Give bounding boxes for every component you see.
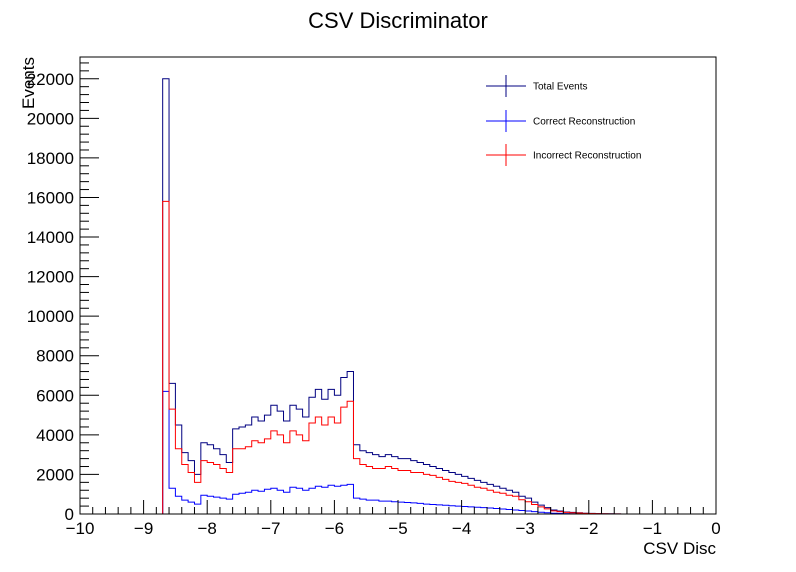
chart-title: CSV Discriminator	[308, 8, 488, 33]
y-tick-label: 18000	[27, 149, 74, 168]
x-tick-label: 0	[711, 519, 720, 538]
y-tick-label: 6000	[36, 386, 74, 405]
y-tick-label: 2000	[36, 465, 74, 484]
y-tick-label: 22000	[27, 70, 74, 89]
x-tick-label: −10	[66, 519, 95, 538]
series-incorrect-reconstruction-histogram	[80, 200, 716, 515]
x-tick-label: −6	[325, 519, 344, 538]
legend-label: Total Events	[533, 82, 587, 93]
y-tick-label: 10000	[27, 307, 74, 326]
x-axis-title: CSV Disc	[643, 539, 716, 558]
y-tick-label: 4000	[36, 426, 74, 445]
x-tick-label: −3	[516, 519, 535, 538]
x-tick-label: −2	[579, 519, 598, 538]
legend-entry: Total Events	[486, 75, 587, 97]
y-axis: 0 2000 4000 6000 8000 10000 12000 14000 16000 180…	[27, 62, 99, 524]
legend: Total Events Correct Reconstruction Incorr…	[486, 75, 641, 166]
x-tick-label: −9	[134, 519, 153, 538]
x-axis: −10 −9 −8 −7 −6 −5 −4 −3 −2 −1 0	[66, 500, 721, 538]
y-tick-label: 16000	[27, 188, 74, 207]
histogram-series-layer	[80, 78, 716, 515]
y-axis-title: Events	[19, 57, 38, 109]
x-tick-label: −1	[643, 519, 662, 538]
legend-entry: Incorrect Reconstruction	[486, 144, 641, 166]
x-tick-label: −7	[261, 519, 280, 538]
y-tick-label: 12000	[27, 268, 74, 287]
y-tick-label: 20000	[27, 109, 74, 128]
y-tick-label: 14000	[27, 228, 74, 247]
legend-label: Correct Reconstruction	[533, 117, 635, 128]
y-tick-label: 8000	[36, 347, 74, 366]
legend-entry: Correct Reconstruction	[486, 110, 635, 132]
y-tick-label: 0	[65, 505, 74, 524]
x-tick-label: −5	[388, 519, 407, 538]
x-tick-label: −4	[452, 519, 471, 538]
x-tick-label: −8	[198, 519, 217, 538]
legend-label: Incorrect Reconstruction	[533, 151, 641, 162]
